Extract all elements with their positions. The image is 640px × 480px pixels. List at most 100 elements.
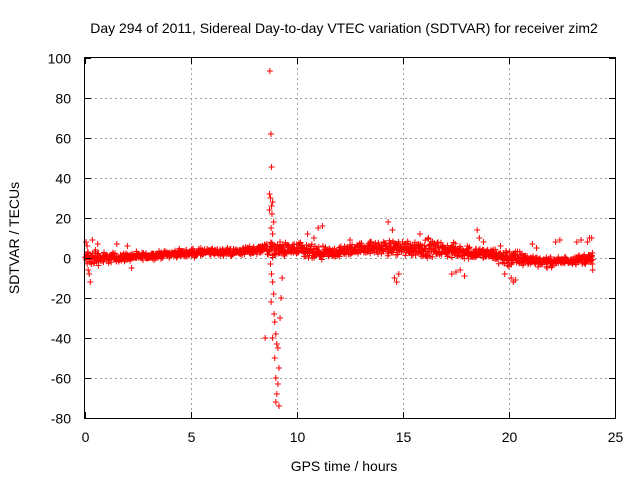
data-point — [573, 239, 580, 245]
plot-frame — [84, 57, 616, 419]
y-tick-label: -60 — [51, 371, 71, 387]
data-point — [529, 241, 536, 247]
x-tick-labels: 0 5 10 15 20 25 — [82, 429, 624, 445]
data-point — [124, 243, 131, 249]
data-point — [266, 207, 273, 213]
data-point — [319, 242, 326, 249]
data-point — [393, 279, 400, 285]
x-tick-label: 0 — [82, 429, 90, 445]
data-point — [476, 235, 483, 241]
data-point — [89, 237, 96, 243]
data-point — [267, 195, 274, 201]
x-tick-label: 15 — [396, 429, 412, 445]
data-point — [304, 231, 311, 237]
data-point — [418, 253, 425, 260]
data-point — [552, 239, 559, 245]
data-point — [270, 291, 277, 297]
data-point — [272, 375, 279, 381]
data-point — [266, 191, 273, 197]
data-point — [587, 253, 594, 260]
data-point — [266, 68, 273, 74]
data-point — [271, 355, 278, 361]
data-point — [275, 403, 282, 409]
y-tick-label: 0 — [63, 251, 71, 267]
axis-ticks — [85, 58, 616, 419]
data-point — [274, 381, 281, 387]
y-tick-labels: -80 -60 -40 -20 0 20 40 60 80 100 — [48, 51, 72, 427]
data-point — [84, 243, 91, 249]
x-tick-label: 5 — [188, 429, 196, 445]
data-point — [113, 241, 120, 247]
data-point — [88, 261, 95, 267]
data-point — [92, 247, 99, 253]
data-point — [589, 267, 596, 273]
data-point — [556, 237, 563, 243]
data-point — [548, 263, 555, 269]
y-tick-label: -40 — [51, 331, 71, 347]
data-point — [582, 261, 589, 267]
data-point — [274, 241, 281, 248]
data-point — [347, 237, 353, 243]
data-point — [584, 239, 591, 245]
data-point — [480, 239, 487, 245]
data-point — [425, 235, 432, 241]
data-point — [589, 249, 596, 256]
data-point — [457, 267, 464, 273]
data-point — [474, 227, 481, 233]
data-point — [95, 262, 102, 269]
data-point — [533, 245, 540, 251]
data-point — [508, 275, 515, 281]
data-point — [385, 219, 392, 225]
data-point — [87, 279, 94, 285]
y-tick-label: 20 — [55, 211, 71, 227]
data-point — [86, 271, 93, 277]
data-point — [506, 248, 513, 255]
data-point — [438, 250, 445, 257]
data-point — [262, 335, 269, 341]
y-tick-label: 60 — [55, 131, 71, 147]
data-point — [94, 241, 101, 247]
x-tick-label: 10 — [290, 429, 306, 445]
data-point — [524, 253, 531, 260]
data-point — [268, 164, 275, 170]
y-tick-label: 80 — [55, 91, 71, 107]
data-point — [461, 273, 468, 279]
data-point — [465, 245, 472, 252]
data-point — [587, 259, 594, 265]
data-point — [308, 241, 315, 248]
data-points — [82, 68, 596, 409]
data-point — [268, 211, 275, 217]
data-point — [269, 231, 276, 237]
data-point — [268, 271, 275, 277]
data-point — [319, 223, 326, 229]
data-point — [437, 239, 444, 246]
data-point — [268, 225, 275, 231]
data-point — [267, 261, 274, 267]
data-point — [547, 254, 554, 261]
data-point — [395, 271, 402, 277]
data-point — [394, 251, 401, 258]
data-point — [272, 331, 279, 337]
data-point — [85, 267, 92, 273]
data-point — [456, 243, 463, 250]
data-point — [336, 253, 343, 260]
chart-title: Day 294 of 2011, Sidereal Day-to-day VTE… — [90, 20, 598, 36]
data-point — [279, 245, 286, 251]
data-point — [269, 199, 276, 205]
data-point — [466, 244, 473, 251]
data-point — [544, 265, 551, 271]
data-point — [429, 254, 436, 261]
data-point — [495, 260, 502, 267]
data-point — [588, 254, 595, 261]
data-point — [277, 315, 284, 321]
data-point — [271, 319, 278, 325]
data-point — [387, 242, 394, 249]
data-point — [278, 295, 285, 301]
data-point — [275, 365, 282, 371]
x-axis-label: GPS time / hours — [291, 458, 398, 474]
data-point — [416, 231, 423, 237]
data-point — [268, 203, 275, 209]
data-point — [108, 259, 115, 266]
data-point — [512, 252, 519, 259]
